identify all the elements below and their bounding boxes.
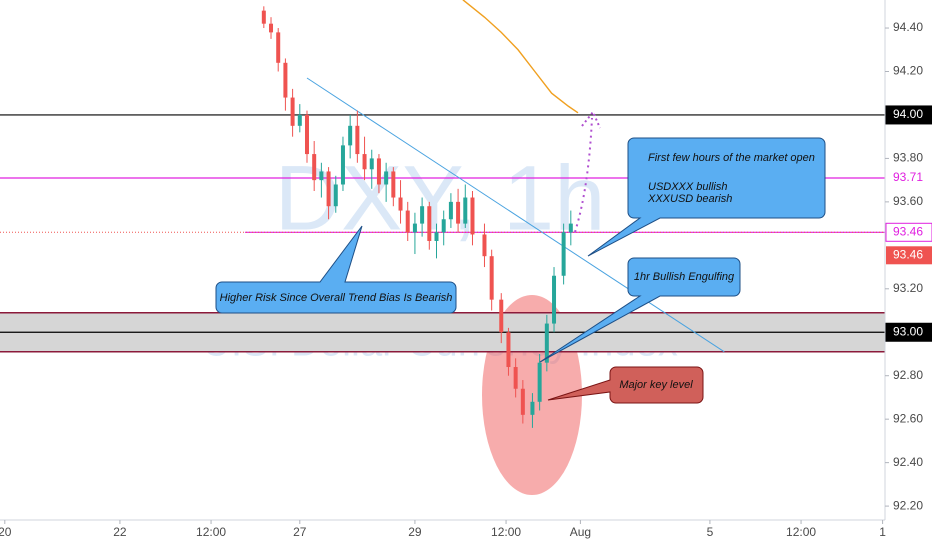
- candle-body: [530, 401, 535, 415]
- candle-body: [283, 62, 288, 98]
- callout: [539, 257, 741, 363]
- level-label-box: [885, 222, 932, 242]
- candle-body: [441, 219, 446, 233]
- annotation: XXXUSD bearish: [647, 193, 732, 205]
- candle-body: [304, 114, 309, 155]
- candle-body: [326, 171, 331, 207]
- annotation: First few hours of the market open: [648, 152, 815, 164]
- candle-body: [312, 154, 317, 181]
- candle-body: [261, 10, 266, 24]
- candle-body: [427, 206, 432, 241]
- candle-body: [513, 367, 518, 389]
- candle-body: [333, 184, 338, 207]
- candle-body: [463, 197, 468, 224]
- annotation: Major key level: [619, 379, 693, 391]
- x-tick-label: 29: [408, 525, 422, 539]
- watermark-title: DXY, 1h: [275, 147, 606, 249]
- x-tick-label: 12:00: [196, 525, 226, 539]
- level-label: 93.46: [893, 224, 923, 238]
- level-label: 93.71: [893, 170, 923, 184]
- x-tick-label: Aug: [570, 525, 591, 539]
- candle-body: [482, 234, 487, 257]
- annotation: Higher Risk Since Overall Trend Bias Is …: [220, 292, 453, 304]
- y-tick-label: 92.40: [893, 455, 923, 469]
- candle-body: [355, 125, 360, 155]
- arrow-head: [581, 110, 601, 129]
- candle-body: [489, 256, 494, 300]
- y-tick-label: 92.20: [893, 498, 923, 512]
- x-tick-label: 27: [293, 525, 307, 539]
- x-tick-label: 12:00: [491, 525, 521, 539]
- candle-body: [290, 97, 295, 126]
- level-label: 93.00: [893, 324, 923, 338]
- candle-body: [520, 388, 525, 415]
- callout: [215, 225, 457, 314]
- candle-body: [552, 275, 557, 324]
- candle-body: [391, 171, 396, 198]
- candle-body: [470, 197, 475, 235]
- y-tick-label: 92.60: [893, 411, 923, 425]
- y-tick-label: 93.60: [893, 194, 923, 208]
- candle-body: [369, 158, 374, 170]
- x-tick-label: 12:00: [786, 525, 816, 539]
- moving-average: [462, 0, 579, 114]
- axes: 94.40 94.20 93.80 93.60 93.20 92.80 92.60 92.40…: [0, 20, 932, 539]
- level-label-box: [885, 105, 932, 125]
- candle-body: [297, 114, 302, 126]
- candle-body: [348, 125, 353, 146]
- candle-body: [499, 299, 504, 333]
- candle-body: [506, 332, 511, 368]
- candle-body: [412, 223, 417, 233]
- y-tick-label: 93.80: [893, 151, 923, 165]
- candle-body: [398, 197, 403, 211]
- callouts: Higher Risk Since Overall Trend Bias Is …: [215, 110, 826, 404]
- candle-body: [376, 158, 381, 185]
- candle-body: [362, 154, 367, 170]
- candle-body: [448, 201, 453, 220]
- candle-body: [405, 210, 410, 233]
- x-tick-label: 20: [0, 525, 12, 539]
- candle-body: [456, 201, 461, 224]
- candle-body: [384, 171, 389, 185]
- y-tick-label: 92.80: [893, 368, 923, 382]
- x-tick-label: 5: [707, 525, 714, 539]
- x-tick-label: 22: [113, 525, 127, 539]
- candle-body: [420, 206, 425, 224]
- x-tick-label: 1: [879, 525, 886, 539]
- annotation: 1hr Bullish Engulfing: [634, 271, 735, 283]
- level-label: 94.00: [893, 107, 923, 121]
- y-tick-label: 94.20: [893, 64, 923, 78]
- candle-body: [561, 232, 566, 276]
- plot: [0, 0, 885, 428]
- candle-body: [340, 145, 345, 185]
- annotation: USDXXX bullish: [648, 181, 727, 193]
- last-price-box: [886, 246, 932, 265]
- last-price-label: 93.46: [893, 247, 923, 261]
- candle-body: [537, 362, 542, 402]
- y-tick-label: 94.40: [893, 20, 923, 34]
- y-tick-label: 93.20: [893, 281, 923, 295]
- trendline: [306, 77, 725, 353]
- candle-body: [276, 32, 281, 63]
- callout: [587, 137, 826, 257]
- candle-body: [434, 232, 439, 241]
- level-label-box: [885, 322, 932, 342]
- candle-body: [319, 171, 324, 181]
- candle-body: [269, 23, 274, 33]
- projection-arrow: [574, 117, 593, 233]
- callout: [547, 366, 704, 404]
- candle-body: [544, 323, 549, 363]
- candle-body: [568, 223, 573, 233]
